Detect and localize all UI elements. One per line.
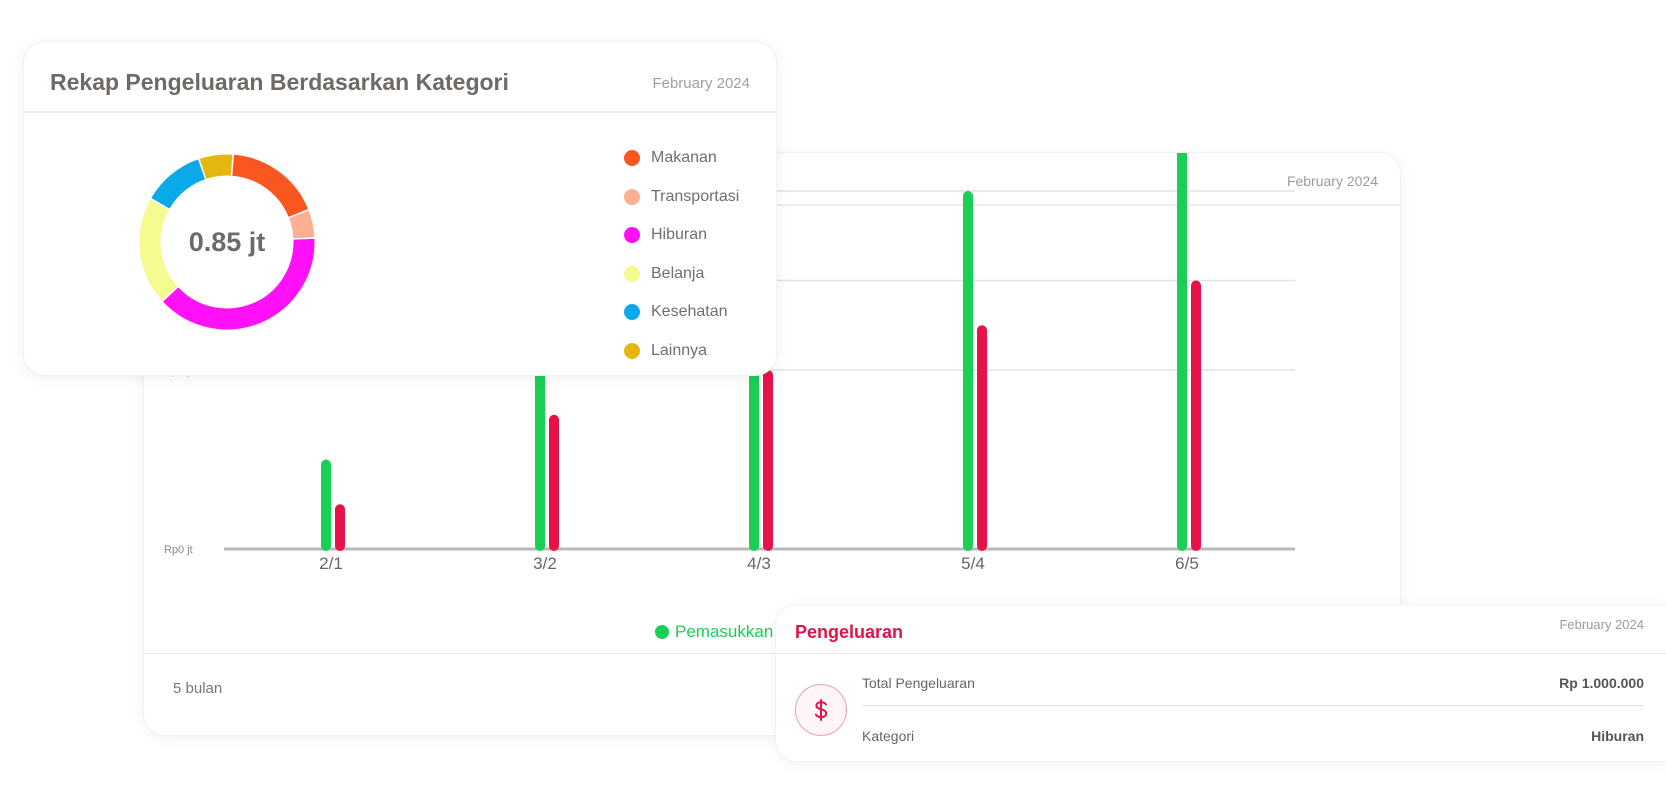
legend-dot bbox=[624, 265, 640, 282]
legend-dot bbox=[624, 342, 640, 359]
legend-label: Hiburan bbox=[651, 226, 708, 244]
legend-item-transportasi: Transportasi bbox=[624, 178, 739, 217]
legend-label: Makanan bbox=[651, 149, 717, 167]
donut-legend: Makanan Transportasi Hiburan Belanja Kesehat… bbox=[624, 139, 739, 370]
legend-label-income: Pemasukkan bbox=[675, 622, 774, 641]
total-expense-row: Total Pengeluaran Rp 1.000.000 bbox=[862, 675, 1644, 691]
category-row: Kategori Hiburan bbox=[862, 728, 1644, 744]
donut-slice-transportasi bbox=[288, 210, 315, 239]
bar-expense bbox=[549, 414, 559, 551]
total-expense-label: Total Pengeluaran bbox=[862, 675, 975, 691]
category-value: Hiburan bbox=[1591, 728, 1644, 744]
x-tick-label: 3/2 bbox=[533, 554, 557, 573]
x-tick-label: 5/4 bbox=[961, 554, 985, 573]
footer-divider bbox=[144, 653, 1400, 654]
donut-slice-belanja bbox=[139, 199, 178, 301]
bar-expense bbox=[1191, 280, 1201, 551]
x-tick-label: 2/1 bbox=[319, 554, 343, 573]
donut-chart bbox=[139, 154, 315, 330]
header-divider bbox=[776, 653, 1666, 654]
total-expense-value: Rp 1.000.000 bbox=[1559, 675, 1644, 691]
legend-item-hiburan: Hiburan bbox=[624, 216, 739, 255]
legend-item-kesehatan: Kesehatan bbox=[624, 293, 739, 332]
category-label: Kategori bbox=[862, 728, 915, 744]
donut-slice-lainnya bbox=[199, 154, 233, 179]
bar-expense bbox=[763, 370, 773, 551]
legend-dot bbox=[624, 150, 640, 167]
donut-slice-kesehatan bbox=[151, 159, 206, 209]
x-tick-label: 6/5 bbox=[1175, 554, 1199, 573]
bar-income bbox=[963, 191, 973, 551]
chart-date: February 2024 bbox=[1286, 173, 1378, 189]
legend-label: Transportasi bbox=[651, 187, 740, 205]
card-title: Rekap Pengeluaran Berdasarkan Kategori bbox=[50, 69, 509, 95]
donut-slice-hiburan bbox=[162, 238, 315, 330]
bar-income bbox=[535, 370, 545, 551]
expense-detail-card[interactable]: Pengeluaran February 2024 Total Pengelua… bbox=[775, 604, 1666, 762]
legend-item-lainnya: Lainnya bbox=[624, 332, 739, 371]
x-tick-label: 4/3 bbox=[747, 554, 771, 573]
legend-label: Belanja bbox=[651, 264, 705, 282]
row-divider bbox=[862, 705, 1644, 706]
expense-date: February 2024 bbox=[1559, 617, 1644, 632]
donut-slice-makanan bbox=[231, 154, 309, 218]
legend-label: Kesehatan bbox=[651, 303, 728, 321]
card-date: February 2024 bbox=[652, 75, 750, 92]
bar-expense bbox=[977, 325, 987, 551]
legend-dot bbox=[624, 227, 640, 244]
chart-legend: Pemasukkan bbox=[655, 622, 773, 642]
bar-expense bbox=[335, 504, 345, 551]
legend-label: Lainnya bbox=[651, 341, 708, 359]
y-tick-label: Rp0 jt bbox=[164, 544, 193, 556]
bar-income bbox=[1177, 153, 1187, 551]
category-summary-card: Rekap Pengeluaran Berdasarkan Kategori F… bbox=[23, 41, 777, 376]
bar-income bbox=[321, 459, 331, 551]
donut-center-total: 0.85 jt bbox=[188, 226, 266, 257]
header-divider bbox=[24, 111, 776, 113]
period-label: 5 bulan bbox=[173, 680, 223, 697]
dollar-icon bbox=[795, 684, 847, 736]
legend-item-belanja: Belanja bbox=[624, 255, 739, 294]
legend-dot bbox=[624, 304, 640, 321]
legend-dot bbox=[624, 188, 640, 205]
expense-title: Pengeluaran bbox=[795, 622, 904, 642]
legend-item-makanan: Makanan bbox=[624, 139, 739, 178]
legend-dot-income bbox=[655, 625, 669, 639]
